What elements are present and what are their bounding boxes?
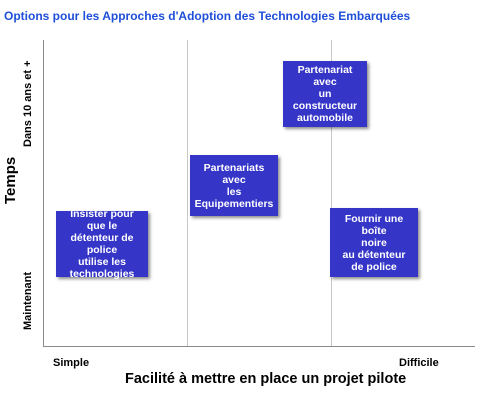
- x-axis-line: [43, 346, 475, 347]
- y-axis-bottom-label: Maintenant: [22, 271, 34, 330]
- x-axis-left-label: Simple: [53, 357, 90, 369]
- option-box-black-box: Fournir une boîte noire au détenteur de …: [330, 208, 418, 277]
- x-axis-right-label: Difficile: [399, 357, 439, 369]
- option-box-equipment-partners: Partenariats avec les Equipementiers: [190, 155, 278, 216]
- y-axis-line: [43, 40, 44, 346]
- diagram-title: Options pour les Approches d'Adoption de…: [4, 9, 411, 23]
- y-axis-title: Temps: [2, 156, 19, 204]
- grid-divider-1: [187, 40, 188, 346]
- y-axis-top-label: Dans 10 ans et +: [22, 60, 34, 147]
- option-box-insist-policyholder: Insister pour que le détenteur de police…: [56, 208, 148, 280]
- option-box-automaker-partner: Partenariat avec un constructeur automob…: [283, 61, 367, 127]
- grid-divider-2: [331, 40, 332, 346]
- x-axis-title: Facilité à mettre en place un projet pil…: [125, 371, 407, 387]
